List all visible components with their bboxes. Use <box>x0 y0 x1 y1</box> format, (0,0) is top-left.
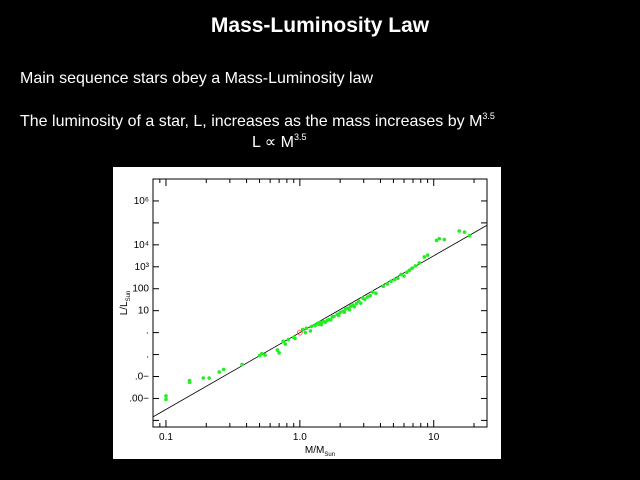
data-point <box>437 236 442 241</box>
data-point <box>392 277 397 282</box>
data-point <box>422 255 427 259</box>
data-point <box>425 253 430 257</box>
data-point <box>300 327 305 332</box>
data-point <box>164 397 168 402</box>
data-point <box>385 282 390 286</box>
y-tick-label: 10 <box>138 306 150 317</box>
data-point <box>328 318 333 322</box>
data-point <box>164 394 168 398</box>
data-point <box>417 261 422 265</box>
data-point <box>467 233 472 238</box>
y-tick-label: .00− <box>129 393 149 404</box>
data-point <box>347 307 352 312</box>
data-point <box>370 290 375 294</box>
y-tick-label: 10⁴ <box>134 240 149 251</box>
data-point <box>281 339 285 344</box>
data-point <box>368 293 372 298</box>
y-axis-label: L/LSun <box>119 291 132 316</box>
data-point <box>303 330 308 335</box>
x-tick-label: 1.0 <box>293 432 307 443</box>
intro-text: Main sequence stars obey a Mass-Luminosi… <box>20 70 374 87</box>
data-point <box>286 337 291 342</box>
data-point <box>240 362 244 367</box>
y-tick-label: .0− <box>135 372 149 383</box>
data-point <box>399 272 403 277</box>
data-point <box>260 351 264 356</box>
data-point <box>332 314 336 319</box>
data-point <box>365 295 370 299</box>
data-point <box>410 266 414 271</box>
formula-exponent: 3.5 <box>293 132 307 142</box>
formula-text: L ∝ M <box>252 134 294 151</box>
data-point <box>407 268 412 272</box>
y-tick-label: 100 <box>132 284 149 295</box>
data-point <box>319 322 324 327</box>
data-point <box>283 342 288 346</box>
data-point <box>462 230 467 234</box>
luminosity-exponent: 3.5 <box>482 111 495 121</box>
data-point <box>457 229 462 233</box>
data-point <box>304 326 309 330</box>
data-point <box>207 376 211 380</box>
data-point <box>396 276 400 281</box>
x-axis-label: M/MSun <box>305 445 335 458</box>
data-point <box>354 301 359 306</box>
data-point <box>275 348 280 352</box>
sun-marker <box>296 329 303 336</box>
data-point <box>362 297 367 302</box>
x-axis-label-main: M/M <box>305 445 324 456</box>
plot-frame <box>152 178 488 428</box>
data-point <box>308 329 313 333</box>
data-point <box>352 305 357 309</box>
y-tick-label: 10⁶ <box>134 196 149 207</box>
chart-panel: 0.1 1.0 10.00− .0−. · 10 100 10³ 10⁴ 10⁶ M/MSun L/L… <box>113 167 501 459</box>
data-point <box>217 370 222 374</box>
x-tick-label: 10 <box>428 432 440 443</box>
data-point <box>293 336 297 341</box>
data-point <box>263 353 267 357</box>
luminosity-statement-text: The luminosity of a star, L, increases a… <box>20 113 483 130</box>
data-point <box>338 310 342 315</box>
data-point <box>442 237 447 242</box>
x-axis-label-sub: Sun <box>324 452 335 458</box>
data-point <box>374 291 378 296</box>
y-tick-label: . <box>146 350 149 361</box>
data-point <box>389 279 393 284</box>
data-point <box>201 376 206 380</box>
x-tick-label: 0.1 <box>159 432 173 443</box>
data-point <box>277 351 281 355</box>
data-point <box>381 284 386 289</box>
data-point <box>342 310 347 315</box>
data-point <box>434 238 439 243</box>
luminosity-statement: The luminosity of a star, L, increases a… <box>20 111 495 131</box>
mass-luminosity-chart: 0.1 1.0 10.00−.0−.·1010010³10⁴10⁶M/MSunL/L… <box>119 178 488 458</box>
data-point <box>309 324 314 329</box>
y-tick-label: 10³ <box>135 262 150 273</box>
slide-title: Mass-Luminosity Law <box>210 14 430 37</box>
y-axis-label-sub: Sun <box>126 291 132 302</box>
proportionality-formula: L ∝ M3.5 <box>252 132 306 152</box>
data-point <box>405 270 409 275</box>
data-point <box>402 274 406 278</box>
data-point <box>358 301 363 305</box>
data-point <box>413 264 418 268</box>
data-point <box>336 313 341 318</box>
data-point <box>187 378 192 383</box>
y-tick-label: · <box>146 328 149 339</box>
data-point <box>221 367 226 372</box>
y-axis-label-main: L/L <box>119 301 130 315</box>
